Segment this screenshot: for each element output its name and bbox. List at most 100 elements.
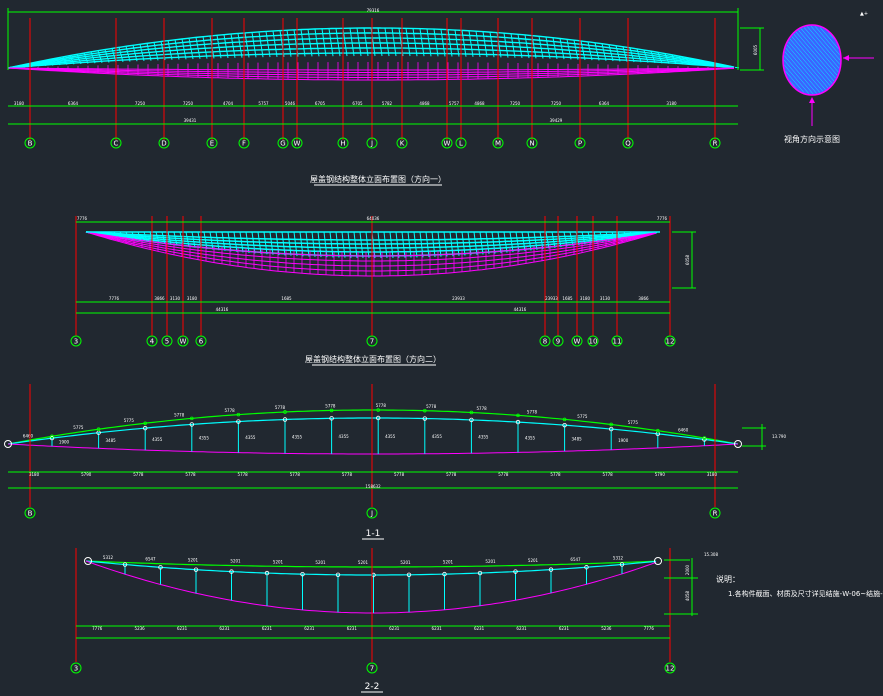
dim-text: 5782 [382,101,393,106]
hatch-line [813,26,840,94]
axis-bubble-5 [161,335,173,347]
cyan-web [461,231,466,256]
node [236,412,241,417]
top-dim-text: 5201 [273,559,284,564]
cyan-web [443,231,448,257]
cyan-web [497,231,502,254]
axis-bubble-3 [70,335,82,347]
section-2-2-dimension-texts: 7776 5236 6231 6231 6231 6231 6231 6231 6231 6231… [92,626,654,631]
dim-text: 5778 [342,472,353,477]
support-node [734,440,742,448]
cyan-web [533,231,538,250]
cyan-web [407,231,412,258]
dim-text: 5236 [601,626,612,631]
dim-text: 5778 [238,472,249,477]
cyan-web [233,231,238,252]
axis-bubble-G [277,137,289,149]
elevation-2-axis-bubbles: 3 4 5 W 6 7 8 9 W 10 11 12 [70,335,676,347]
section-2-2: 5312 6547 5201 5201 5201 5201 5201 5201 5201 5201… [70,548,718,693]
hatch-line [784,26,807,94]
elevation-1-dimension-texts: 3180 6364 7250 7250 4704 5757 5046 6705 6705 5782… [14,101,677,123]
cyan-web [363,27,369,57]
cyan-web [97,50,103,63]
cyan-web [245,231,250,253]
elevation-2-height-dim: 6058 [685,254,690,265]
cyan-web [34,61,40,67]
cyan-web [365,231,370,259]
axis-bubble-W-label: W [574,338,581,346]
node [562,417,567,422]
elevation-1-top-dim: 79316 [367,8,380,13]
elevation-2: 7776 64036 7776 6058 7776 3866 3130 3180 1685 2… [70,216,696,366]
cyan-web [215,231,220,251]
cyan-web [113,231,118,238]
magenta-chord [7,67,735,81]
axis-bubble-J-label: J [370,140,373,148]
hatch-line [784,26,803,94]
section-2-2-axis-bubbles: 3 7 12 [70,662,676,674]
cyan-web [335,28,341,57]
top-dim-text: 5775 [577,414,588,419]
node [609,422,613,427]
axis-bubble-D-label: D [161,140,166,148]
hatch-line [784,26,823,94]
axis-bubble-R [709,507,721,519]
cyan-web [412,28,418,57]
dim-text: 5046 [285,101,296,106]
mid-dim-text: 4355 [292,434,303,439]
cyan-chord [85,231,657,253]
node [477,570,483,576]
axis-bubble-R [709,137,721,149]
mid-dim-text: 3485 [572,436,583,441]
cyan-web [384,27,390,57]
top-dim-text: 5201 [528,558,539,563]
node [406,572,412,577]
hatch-line [801,26,840,94]
dim-text: 5778 [550,472,561,477]
cyan-web [551,231,556,248]
cyan-web [265,31,271,58]
cyan-web [353,231,358,258]
axis-bubble-7-label: 7 [370,665,374,673]
node [190,416,194,421]
node [142,425,148,431]
top-dim-text: 5312 [103,555,114,560]
top-dim-text: 5201 [400,560,411,565]
cyan-web [221,231,226,251]
cyan-web [482,31,488,58]
cyan-web [377,231,382,259]
cyan-web [257,231,262,254]
cyan-web [227,231,232,252]
node [264,570,270,576]
cyan-web [685,57,691,66]
cyan-web [269,231,274,255]
axis-bubble-P [574,137,586,149]
dim-text: 3866 [154,296,165,301]
top-dim-text: 5778 [174,413,185,418]
cyan-web [395,231,400,258]
cyan-web [244,32,250,58]
cyan-web [454,29,460,57]
axis-bubble-D [158,137,170,149]
node [329,408,334,413]
cyan-web [167,231,172,245]
cyan-web [389,231,394,258]
dim-text: 7776 [644,626,655,631]
elevation-2-axis-lines [75,216,671,336]
dim-text: 6231 [177,626,188,631]
cyan-web [155,231,160,244]
node [516,413,520,418]
cyan-web [137,231,142,241]
cyan-web [307,29,313,57]
dim-text: 5778 [185,472,196,477]
hatch-line [837,26,840,94]
section-1-1-level: 13.790 [772,434,786,439]
node [422,408,427,413]
node [655,428,660,433]
cyan-web [347,231,352,258]
cyan-web [202,36,208,59]
cyan-web [678,55,684,65]
cyan-web [405,28,411,57]
hatch-line [805,26,840,94]
